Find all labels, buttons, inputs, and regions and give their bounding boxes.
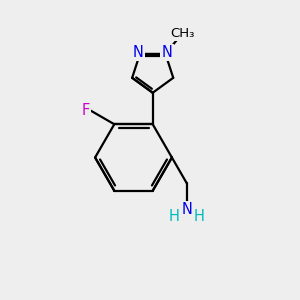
Text: N: N: [182, 202, 192, 217]
Text: H: H: [194, 209, 205, 224]
Text: N: N: [161, 45, 172, 60]
Text: CH₃: CH₃: [170, 27, 194, 40]
Text: H: H: [169, 209, 180, 224]
Text: F: F: [81, 103, 90, 118]
Text: N: N: [133, 45, 144, 60]
